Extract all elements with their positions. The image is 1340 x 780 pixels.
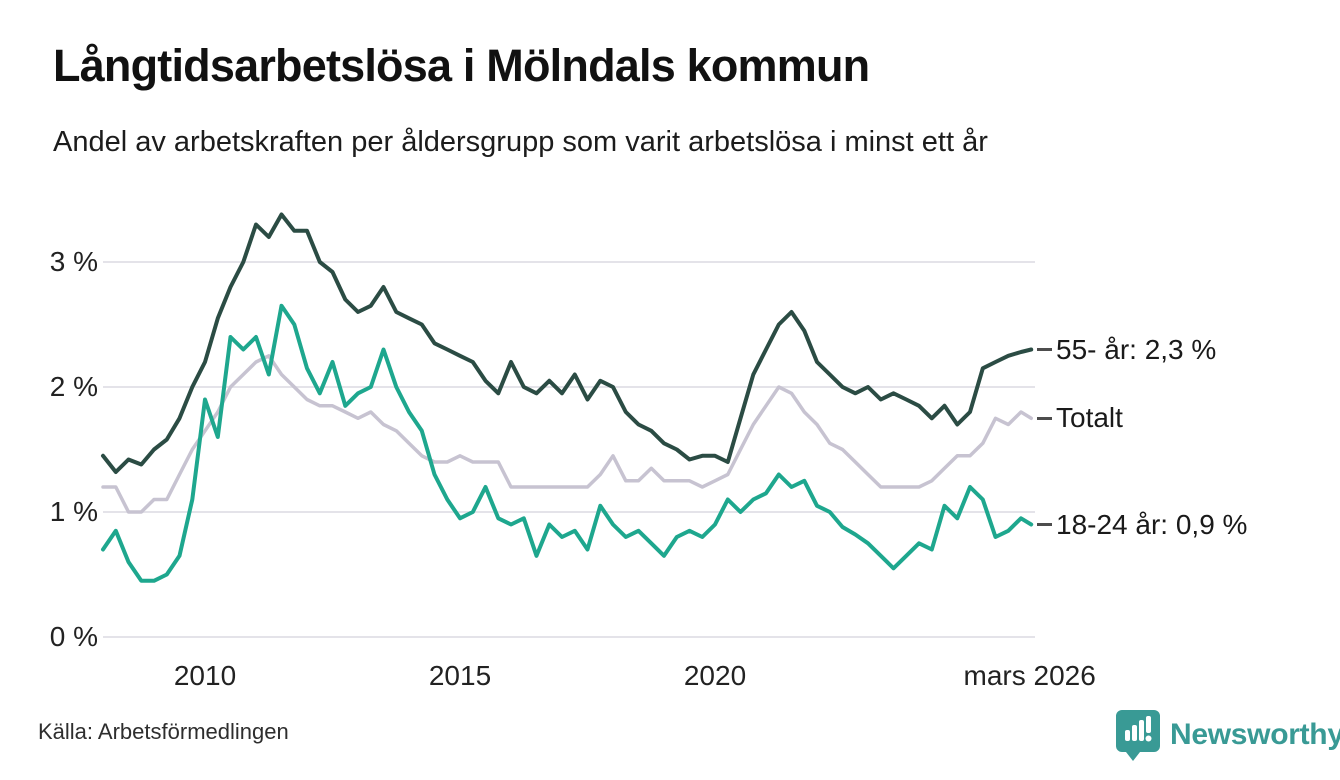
x-axis-tick-label: 2010 xyxy=(173,660,237,691)
series-line-55-r xyxy=(101,212,1034,474)
page-subtitle: Andel av arbetskraften per åldersgrupp s… xyxy=(53,126,988,158)
newsworthy-wordmark: Newsworthy xyxy=(1170,718,1340,751)
series-line-totalt xyxy=(101,354,1033,514)
source-note: Källa: Arbetsförmedlingen xyxy=(38,719,289,744)
label-connector-totalt xyxy=(1037,416,1052,420)
label-connector-18-24-r xyxy=(1037,523,1052,526)
y-axis-tick-label: 1 % xyxy=(49,496,98,527)
label-connector-55-r xyxy=(1037,348,1052,351)
series-end-label-55-r: 55- år: 2,3 % xyxy=(1056,333,1217,365)
series-end-label-totalt: Totalt xyxy=(1056,402,1123,434)
gridlines xyxy=(103,261,1035,638)
series-line-18-24-r xyxy=(101,303,1034,583)
series-end-label-18-24-r: 18-24 år: 0,9 % xyxy=(1056,508,1248,540)
x-axis-tick-label: 2020 xyxy=(683,660,747,691)
newsworthy-logo[interactable]: Newsworthy xyxy=(1116,708,1340,762)
y-axis-tick-label: 0 % xyxy=(49,621,98,652)
x-axis-tick-label: mars 2026 xyxy=(963,660,1096,691)
chart-series xyxy=(101,212,1034,583)
newsworthy-icon xyxy=(1116,710,1160,761)
y-axis-tick-label: 3 % xyxy=(49,246,98,277)
page-title: Långtidsarbetslösa i Mölndals kommun xyxy=(53,40,870,91)
x-axis-tick-label: 2015 xyxy=(428,660,492,691)
y-axis-tick-label: 2 % xyxy=(49,371,98,402)
